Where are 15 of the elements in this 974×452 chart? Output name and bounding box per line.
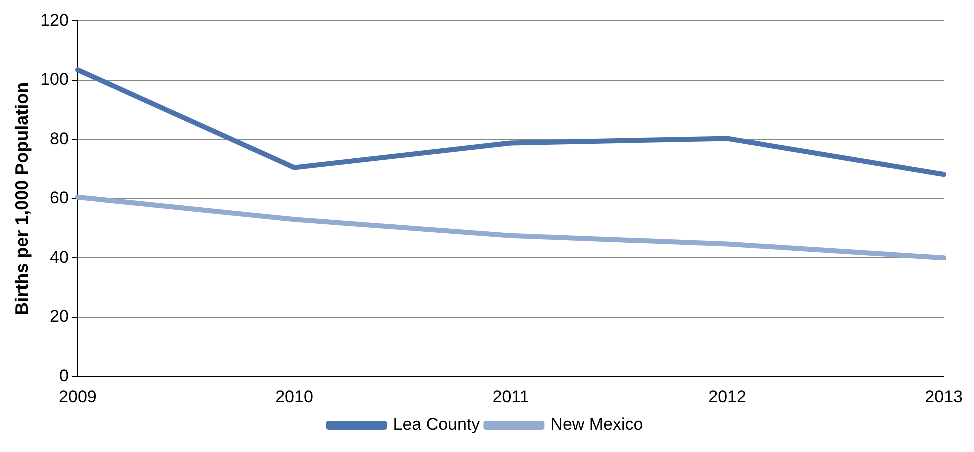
y-tick-label: 20 [50,307,69,326]
x-tick-label: 2009 [59,387,97,406]
y-tick-label: 80 [50,129,69,148]
x-tick-label: 2012 [708,387,746,406]
y-tick-label: 100 [40,70,69,90]
x-tick-label: 2011 [492,387,530,406]
y-tick-label: 40 [50,248,69,267]
y-tick-label: 120 [40,10,69,30]
y-tick-label: 60 [50,188,69,208]
y-tick-label: 0 [59,366,69,386]
x-tick-label: 2010 [276,387,314,406]
y-axis-title: Births per 1,000 Population [12,82,32,316]
x-tick-label: 2013 [925,387,964,406]
legend-label: New Mexico [550,415,644,434]
legend-label: Lea County [393,415,481,434]
